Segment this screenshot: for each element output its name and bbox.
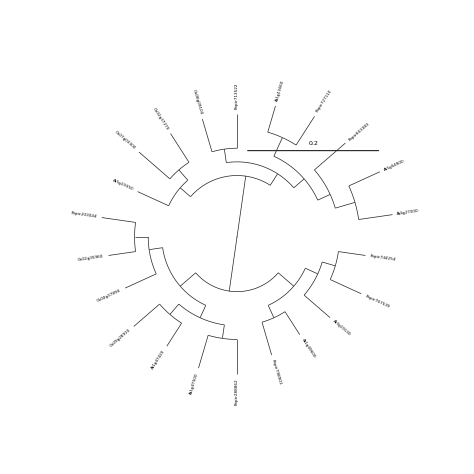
Text: At5g54900: At5g54900 xyxy=(383,159,406,172)
Text: At1g47420: At1g47420 xyxy=(151,349,166,370)
Text: At1g49600: At1g49600 xyxy=(301,337,316,359)
Text: Os07g03300: Os07g03300 xyxy=(114,130,137,150)
Text: Poptr203044: Poptr203044 xyxy=(71,211,98,219)
Text: At3g19130: At3g19130 xyxy=(332,319,352,337)
Text: Poptr727110: Poptr727110 xyxy=(315,89,333,113)
Text: Poptr767539: Poptr767539 xyxy=(365,294,391,309)
Text: At4g27000: At4g27000 xyxy=(397,209,420,216)
Text: 0.2: 0.2 xyxy=(308,141,318,146)
Text: Os08g09100: Os08g09100 xyxy=(191,89,203,115)
Text: Poptr663383: Poptr663383 xyxy=(347,121,370,142)
Text: At5g19350: At5g19350 xyxy=(112,178,134,191)
Text: Os02g35960: Os02g35960 xyxy=(78,254,104,262)
Text: Os04g37890: Os04g37890 xyxy=(96,288,122,303)
Text: Os09g28910: Os09g28910 xyxy=(109,328,131,348)
Text: Os02g37270: Os02g37270 xyxy=(152,106,170,131)
Text: Poptr744254: Poptr744254 xyxy=(370,254,396,262)
Text: At1g11660: At1g11660 xyxy=(275,79,285,102)
Text: Poptr713522: Poptr713522 xyxy=(235,83,239,109)
Text: Poptr288862: Poptr288862 xyxy=(235,378,239,405)
Text: Poptr798901: Poptr798901 xyxy=(271,359,283,385)
Text: At1g47500: At1g47500 xyxy=(189,372,199,395)
